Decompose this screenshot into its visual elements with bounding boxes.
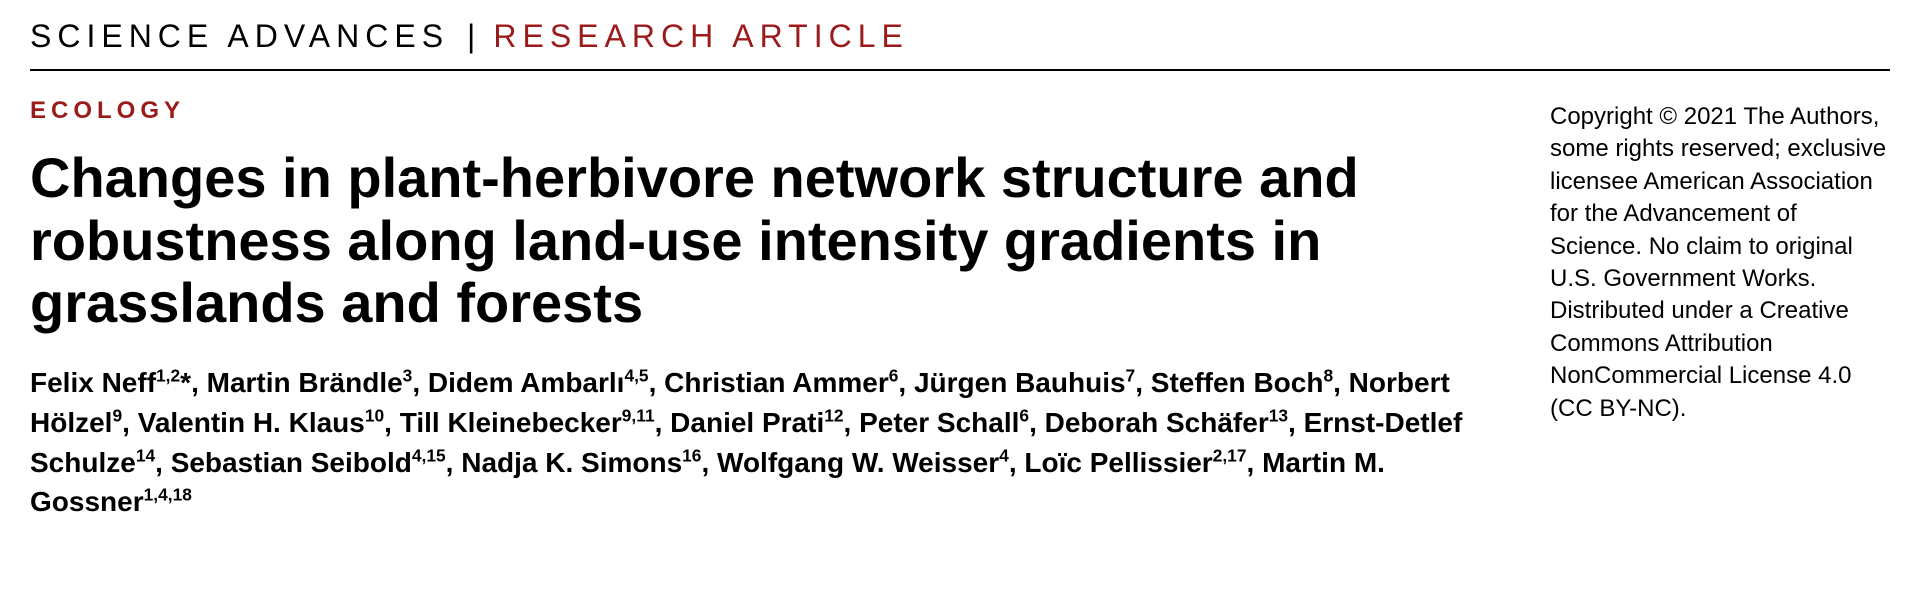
author: Steffen Boch8 [1151,367,1333,398]
author: Jürgen Bauhuis7 [914,367,1135,398]
author: Sebastian Seibold4,15 [171,447,446,478]
author: Wolfgang W. Weisser4 [717,447,1009,478]
author: Nadja K. Simons16 [461,447,701,478]
author: Till Kleinebecker9,11 [400,407,655,438]
author: Deborah Schäfer13 [1045,407,1288,438]
author: Christian Ammer6 [664,367,898,398]
masthead: SCIENCE ADVANCES | RESEARCH ARTICLE [30,18,1890,71]
article-category: ECOLOGY [30,97,1510,125]
author: Valentin H. Klaus10 [138,407,384,438]
content-row: ECOLOGY Changes in plant-herbivore netwo… [30,97,1890,522]
author: Martin Brändle3 [207,367,413,398]
article-title: Changes in plant-herbivore network struc… [30,147,1510,335]
author-list: Felix Neff1,2*, Martin Brändle3, Didem A… [30,363,1510,522]
copyright-notice: Copyright © 2021 The Authors, some right… [1550,97,1890,522]
author: Peter Schall6 [859,407,1029,438]
author: Felix Neff1,2* [30,367,191,398]
author: Daniel Prati12 [670,407,843,438]
article-type: RESEARCH ARTICLE [493,18,909,55]
author: Loïc Pellissier2,17 [1024,447,1246,478]
journal-name: SCIENCE ADVANCES [30,18,449,55]
author: Didem Ambarlı4,5 [428,367,649,398]
main-column: ECOLOGY Changes in plant-herbivore netwo… [30,97,1510,522]
masthead-divider: | [467,18,475,55]
